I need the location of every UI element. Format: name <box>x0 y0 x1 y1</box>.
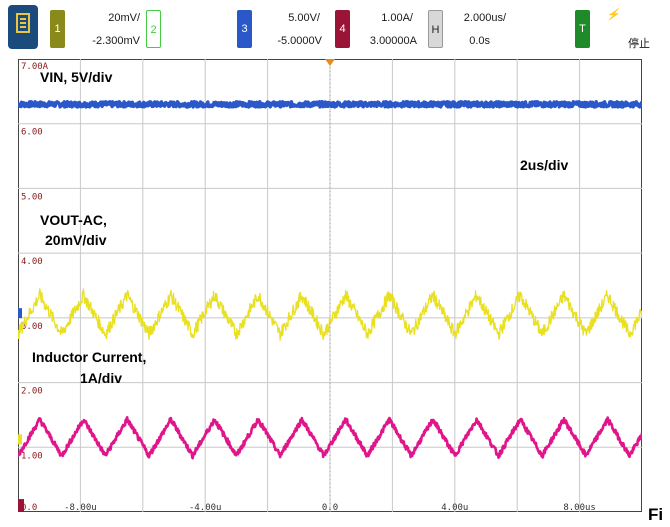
series-line-3 <box>18 415 642 460</box>
y-tick-label: 3.00 <box>21 322 43 332</box>
x-tick-label: -8.00u <box>64 503 97 512</box>
vout-label-line2: 20mV/div <box>45 232 107 248</box>
menu-button[interactable] <box>8 5 38 49</box>
trigger-edge-icon: ⚡ <box>606 9 620 21</box>
channel-2-badge[interactable]: 2 <box>146 10 161 48</box>
x-tick-label: 8.00us <box>563 503 596 512</box>
channel-3-scale: 5.00V/ <box>288 12 320 24</box>
scope-chart: 7.00A 6.00 5.00 4.00 3.00 2.00 1.00 0.0 -8.00u -4… <box>18 59 642 512</box>
series-line-2 <box>18 288 642 341</box>
y-tick-label: 6.00 <box>21 128 43 138</box>
vout-label-line1: VOUT-AC, <box>40 212 107 228</box>
channel-4-scale: 1.00A/ <box>381 12 413 24</box>
inductor-label-line2: 1A/div <box>80 370 123 386</box>
channel-3-badge[interactable]: 3 <box>237 10 252 48</box>
trigger-badge[interactable]: T <box>575 10 590 48</box>
ch1-ground-marker <box>18 434 22 445</box>
x-tick-label: 4.00u <box>441 503 468 512</box>
y-tick-label: 1.00 <box>21 451 43 461</box>
ch3-ground-marker <box>18 308 22 319</box>
vin-label: VIN, 5V/div <box>40 69 113 85</box>
trigger-status: 停止 <box>628 38 650 50</box>
menu-icon <box>16 13 30 33</box>
y-tick-label: 7.00A <box>21 62 49 72</box>
channel-1-badge[interactable]: 1 <box>50 10 65 48</box>
channel-4-badge[interactable]: 4 <box>335 10 350 48</box>
channel-3-offset: -5.0000V <box>277 35 322 47</box>
x-tick-label: 0.0 <box>322 503 338 512</box>
timebase-label: 2us/div <box>520 157 569 173</box>
x-tick-label: -4.00u <box>189 503 222 512</box>
inductor-label-line1: Inductor Current, <box>32 349 147 365</box>
horizontal-badge[interactable]: H <box>428 10 443 48</box>
y-tick-label: 5.00 <box>21 192 43 202</box>
channel-4-offset: 3.00000A <box>369 35 417 47</box>
ch4-ground-marker <box>18 499 24 512</box>
horizontal-offset: 0.0s <box>469 35 490 47</box>
y-tick-label: 4.00 <box>21 257 43 267</box>
trigger-position-marker <box>325 59 335 66</box>
figure-label: Fi <box>648 505 664 524</box>
series-line-1 <box>18 99 642 109</box>
y-tick-label: 2.00 <box>21 387 43 397</box>
channel-1-offset: -2.300mV <box>92 35 140 47</box>
horizontal-scale: 2.000us/ <box>463 12 506 24</box>
channel-1-scale: 20mV/ <box>108 12 140 24</box>
y-tick-label: 0.0 <box>21 503 37 512</box>
scope-toolbar: 1 20mV/ -2.300mV 2 3 5.00V/ -5.0000V 4 1… <box>0 0 670 58</box>
scope-plot: 7.00A 6.00 5.00 4.00 3.00 2.00 1.00 0.0 -8.00u -4… <box>18 59 642 512</box>
